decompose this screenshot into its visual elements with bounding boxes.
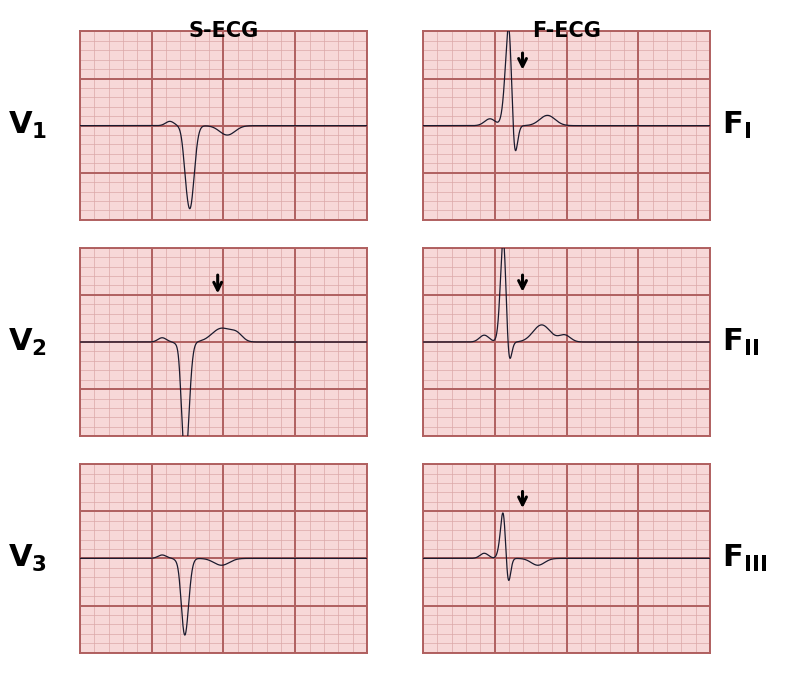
Text: $\mathbf{V_1}$: $\mathbf{V_1}$ bbox=[8, 110, 48, 141]
Text: $\mathbf{F_{III}}$: $\mathbf{F_{III}}$ bbox=[722, 543, 767, 574]
Text: $\mathbf{F_{II}}$: $\mathbf{F_{II}}$ bbox=[722, 327, 759, 357]
Text: $\mathbf{V_3}$: $\mathbf{V_3}$ bbox=[9, 543, 47, 574]
Text: F-ECG: F-ECG bbox=[532, 21, 601, 41]
Text: $\mathbf{V_2}$: $\mathbf{V_2}$ bbox=[9, 327, 47, 357]
Text: S-ECG: S-ECG bbox=[188, 21, 259, 41]
Text: $\mathbf{F_I}$: $\mathbf{F_I}$ bbox=[722, 110, 752, 141]
